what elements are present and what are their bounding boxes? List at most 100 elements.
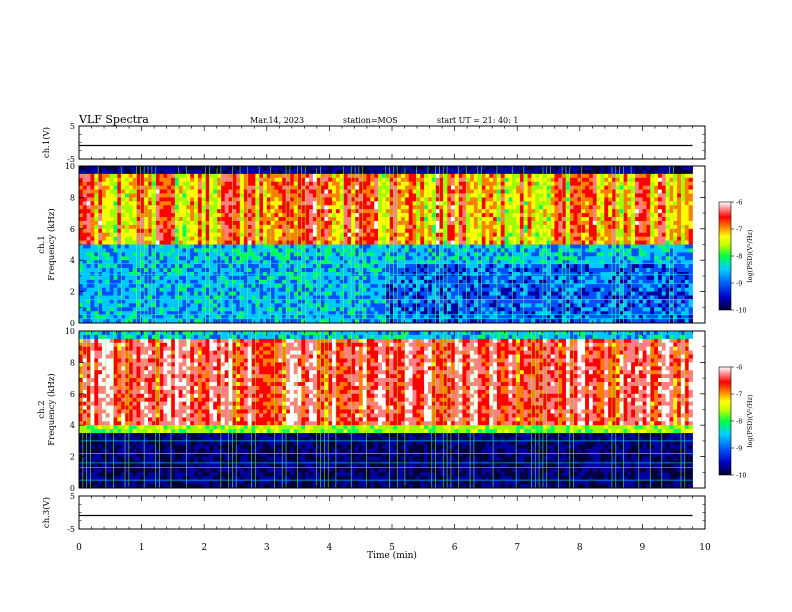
spectrogram-cell [140, 166, 145, 171]
spectrogram-cell [140, 173, 145, 179]
spectrogram-cell [489, 299, 494, 304]
spectrogram-cell [439, 303, 444, 308]
spectrogram-cell [205, 291, 210, 296]
spectrogram-cell [247, 252, 252, 257]
spectrogram-cell [167, 166, 172, 171]
spectrogram-cell [220, 279, 226, 285]
spectrogram-cell [144, 201, 149, 206]
spectrogram-cell [500, 315, 505, 320]
spectrogram-cell [167, 264, 172, 269]
spectrogram-cell [182, 197, 187, 202]
spectrogram-cell [151, 209, 157, 214]
spectrogram-cell [82, 213, 88, 218]
spectrogram-cell [301, 166, 306, 171]
spectrogram-cell [454, 283, 459, 289]
spectrogram-cell [473, 260, 479, 265]
spectrogram-cell [374, 228, 379, 234]
spectrogram-cell [240, 240, 245, 245]
spectrogram-cell [462, 166, 467, 171]
spectrogram-cell [328, 240, 333, 245]
spectrogram-cell [450, 287, 456, 293]
spectrogram-cell [228, 279, 233, 285]
spectrogram-cell [194, 244, 199, 249]
spectrogram-cell [194, 275, 199, 281]
spectrogram-cell [370, 236, 375, 241]
spectrogram-cell [381, 252, 387, 257]
spectrogram-cell [224, 232, 229, 238]
spectrogram-cell [500, 291, 505, 296]
spectrogram-cell [347, 205, 352, 210]
spectrogram-cell [159, 260, 164, 265]
spectrogram-cell [293, 299, 298, 304]
spectrogram-cell [293, 240, 298, 245]
spectrogram-cell [381, 256, 387, 261]
spectrogram-cell [385, 240, 390, 245]
spectrogram-cell [251, 295, 256, 300]
spectrogram-cell [355, 295, 360, 300]
spectrogram-cell [236, 236, 241, 241]
spectrogram-cell [98, 197, 103, 202]
spectrogram-cell [132, 268, 137, 273]
spectrogram-cell [297, 173, 302, 179]
spectrogram-cell [289, 185, 295, 190]
spectrogram-cell [98, 185, 103, 190]
spectrogram-cell [473, 213, 479, 218]
spectrogram-cell [347, 236, 352, 241]
spectrogram-cell [228, 177, 233, 183]
spectrogram-cell [401, 228, 406, 234]
spectrogram-cell [286, 303, 291, 308]
spectrogram-cell [197, 279, 203, 285]
spectrogram-cell [194, 236, 199, 241]
spectrogram-cell [351, 197, 356, 202]
spectrogram-cell [431, 217, 436, 222]
spectrogram-cell [458, 311, 463, 316]
spectrogram-cell [289, 283, 295, 289]
spectrogram-cell [79, 299, 84, 304]
spectrogram-cell [370, 307, 375, 312]
spectrogram-cell [500, 197, 505, 202]
spectrogram-cell [255, 169, 260, 175]
spectrogram-cell [450, 275, 456, 281]
spectrogram-cell [117, 315, 122, 320]
spectrogram-cell [301, 315, 306, 320]
spectrogram-cell [220, 307, 226, 312]
spectrogram-cell [266, 287, 272, 293]
spectrogram-cell [481, 268, 486, 273]
spectrogram-cell [401, 166, 406, 171]
spectrogram-cell [508, 201, 513, 206]
spectrogram-cell [447, 166, 452, 171]
spectrogram-cell [274, 169, 279, 175]
spectrogram-cell [201, 193, 206, 198]
spectrogram-cell [412, 279, 417, 285]
spectrogram-cell [194, 279, 199, 285]
spectrogram-cell [86, 209, 91, 214]
spectrogram-cell [328, 275, 333, 281]
spectrogram-cell [174, 307, 180, 312]
spectrogram-cell [224, 228, 229, 234]
spectrogram-cell [117, 240, 122, 245]
spectrogram-cell [247, 303, 252, 308]
spectrogram-cell [404, 279, 410, 285]
spectrogram-cell [278, 201, 283, 206]
spectrogram-cell [86, 193, 91, 198]
spectrogram-cell [504, 240, 509, 245]
spectrogram-cell [140, 205, 145, 210]
spectrogram-cell [504, 236, 509, 241]
spectrogram-cell [293, 248, 298, 253]
spectrogram-cell [236, 279, 241, 285]
spectrogram-cell [493, 185, 498, 190]
spectrogram-cell [232, 201, 237, 206]
spectrogram-cell [408, 240, 413, 245]
spectrogram-cell [458, 287, 463, 293]
spectrogram-cell [79, 295, 84, 300]
spectrogram-cell [343, 205, 348, 210]
spectrogram-cell [335, 228, 341, 234]
spectrogram-cell [282, 181, 287, 187]
spectrogram-cell [109, 279, 114, 285]
spectrogram-cell [477, 307, 482, 312]
spectrogram-cell [470, 193, 475, 198]
spectrogram-cell [504, 232, 509, 238]
spectrogram-cell [477, 264, 482, 269]
spectrogram-cell [523, 248, 528, 253]
spectrogram-cell [454, 209, 459, 214]
